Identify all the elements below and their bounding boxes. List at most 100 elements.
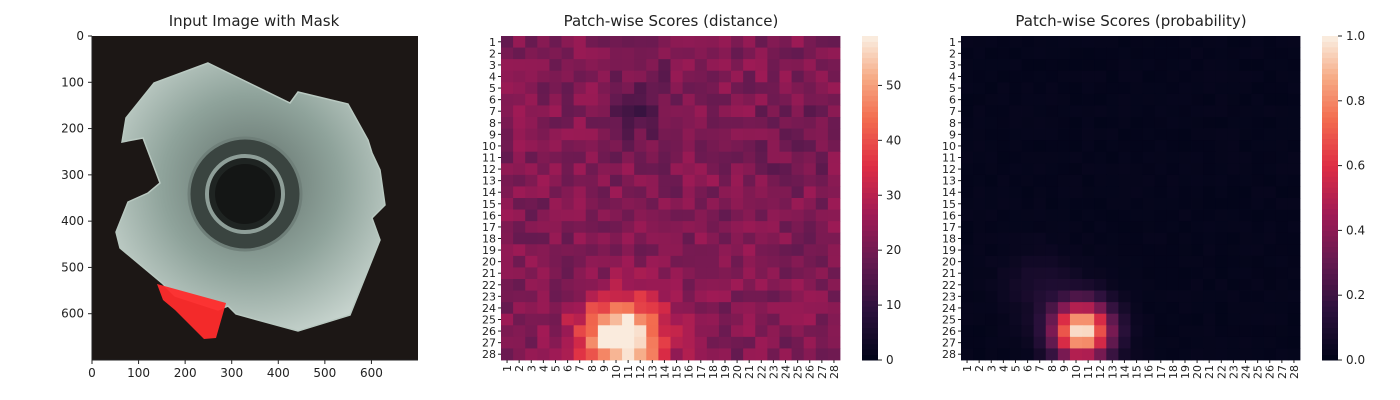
heatmap-cell (634, 128, 647, 141)
heatmap-cell (718, 244, 732, 257)
heatmap-cell (961, 198, 974, 210)
heatmap-cell (731, 117, 744, 129)
heatmap-cell (537, 128, 550, 141)
heatmap-cell (767, 151, 780, 164)
heatmap-cell (1082, 140, 1095, 153)
heatmap-cell (1130, 128, 1144, 141)
heatmap-cell (1033, 93, 1047, 106)
heatmap-cell (803, 279, 817, 291)
heatmap-cell (694, 70, 708, 83)
heatmap-cell (961, 313, 974, 326)
heatmap-cell (827, 290, 841, 303)
heatmap-cell (1178, 140, 1192, 153)
heatmap-cell (1251, 151, 1265, 164)
heatmap-cell (1082, 244, 1095, 257)
heatmap-cell (513, 313, 526, 326)
heatmap-cell (1045, 70, 1059, 83)
x-tick-label: 17 (1155, 365, 1168, 379)
heatmap-cell (706, 255, 720, 268)
heatmap-cell (1178, 128, 1192, 141)
heatmap-cell (997, 221, 1010, 234)
heatmap-cell (646, 140, 659, 153)
heatmap-cell (1251, 232, 1265, 245)
heatmap-cell (682, 313, 696, 326)
x-tick-label: 300 (220, 366, 243, 380)
heatmap-cell (997, 174, 1010, 187)
heatmap-cell (1191, 290, 1204, 303)
heatmap-cell (767, 186, 780, 199)
heatmap-cell (1239, 290, 1252, 303)
heatmap-cell (1227, 36, 1240, 48)
heatmap-cell (501, 348, 514, 361)
heatmap-cell (537, 336, 550, 349)
heatmap-cell (573, 163, 587, 176)
heatmap-cell (1106, 336, 1119, 349)
heatmap-cell (501, 221, 514, 234)
heatmap-cell (658, 209, 671, 222)
heatmap-cell (537, 70, 550, 83)
heatmap-cell (815, 209, 829, 222)
heatmap-cell (1263, 313, 1277, 326)
heatmap-cell (1106, 105, 1119, 118)
heatmap-cell (585, 290, 599, 303)
heatmap-cell (537, 82, 550, 95)
colorbar-segment (862, 322, 878, 329)
heatmap-cell (1154, 47, 1168, 60)
heatmap-cell (1106, 313, 1119, 326)
heatmap-cell (961, 93, 974, 106)
heatmap-cell (961, 36, 974, 48)
heatmap-cell (706, 36, 720, 48)
heatmap-cell (682, 174, 696, 187)
heatmap-cell (791, 255, 805, 268)
x-tick-label: 4 (537, 365, 550, 372)
heatmap-cell (670, 117, 684, 129)
heatmap-cell (549, 47, 562, 60)
heatmap-cell (1287, 140, 1301, 153)
heatmap-cell (731, 279, 744, 291)
heatmap-cell (731, 221, 744, 234)
heatmap-cell (718, 47, 732, 60)
heatmap-cell (803, 325, 817, 338)
heatmap-cell (961, 59, 974, 72)
heatmap-cell (609, 59, 623, 72)
heatmap-cell (1009, 70, 1022, 83)
heatmap-cell (961, 348, 974, 361)
heatmap-cell (1142, 209, 1156, 222)
heatmap-cell (1239, 186, 1252, 199)
heatmap-cell (1263, 163, 1277, 176)
heatmap-cell (973, 36, 986, 48)
heatmap-cell (501, 209, 514, 222)
heatmap-cell (646, 70, 659, 83)
heatmap-cell (1251, 279, 1265, 291)
heatmap-cell (1057, 279, 1071, 291)
heatmap-cell (573, 47, 587, 60)
heatmap-cell (1275, 336, 1289, 349)
heatmap-cell (670, 151, 684, 164)
heatmap-cell (1203, 209, 1216, 222)
heatmap-cell (791, 93, 805, 106)
heatmap-cell (1166, 209, 1180, 222)
heatmap-cell (513, 290, 526, 303)
heatmap-cell (1130, 186, 1144, 199)
heatmap-cell (1009, 117, 1022, 129)
colorbar-segment (862, 73, 878, 80)
heatmap-cell (815, 93, 829, 106)
heatmap-cell (1166, 336, 1180, 349)
heatmap-cell (1094, 163, 1107, 176)
heatmap-cell (1106, 128, 1119, 141)
heatmap-cell (718, 59, 732, 72)
x-tick-label: 13 (646, 365, 659, 379)
colorbar-segment (1322, 311, 1338, 318)
heatmap-cell (1251, 59, 1265, 72)
heatmap-cell (1069, 279, 1083, 291)
heatmap-cell (694, 255, 708, 268)
heatmap-cell (670, 47, 684, 60)
heatmap-cell (767, 59, 780, 72)
heatmap-cell (973, 290, 986, 303)
heatmap-cell (634, 105, 647, 118)
heatmap-cell (997, 336, 1010, 349)
heatmap-cell (779, 221, 792, 234)
heatmap-cell (803, 302, 817, 315)
heatmap-cell (1094, 313, 1107, 326)
heatmap-cell (622, 93, 635, 106)
